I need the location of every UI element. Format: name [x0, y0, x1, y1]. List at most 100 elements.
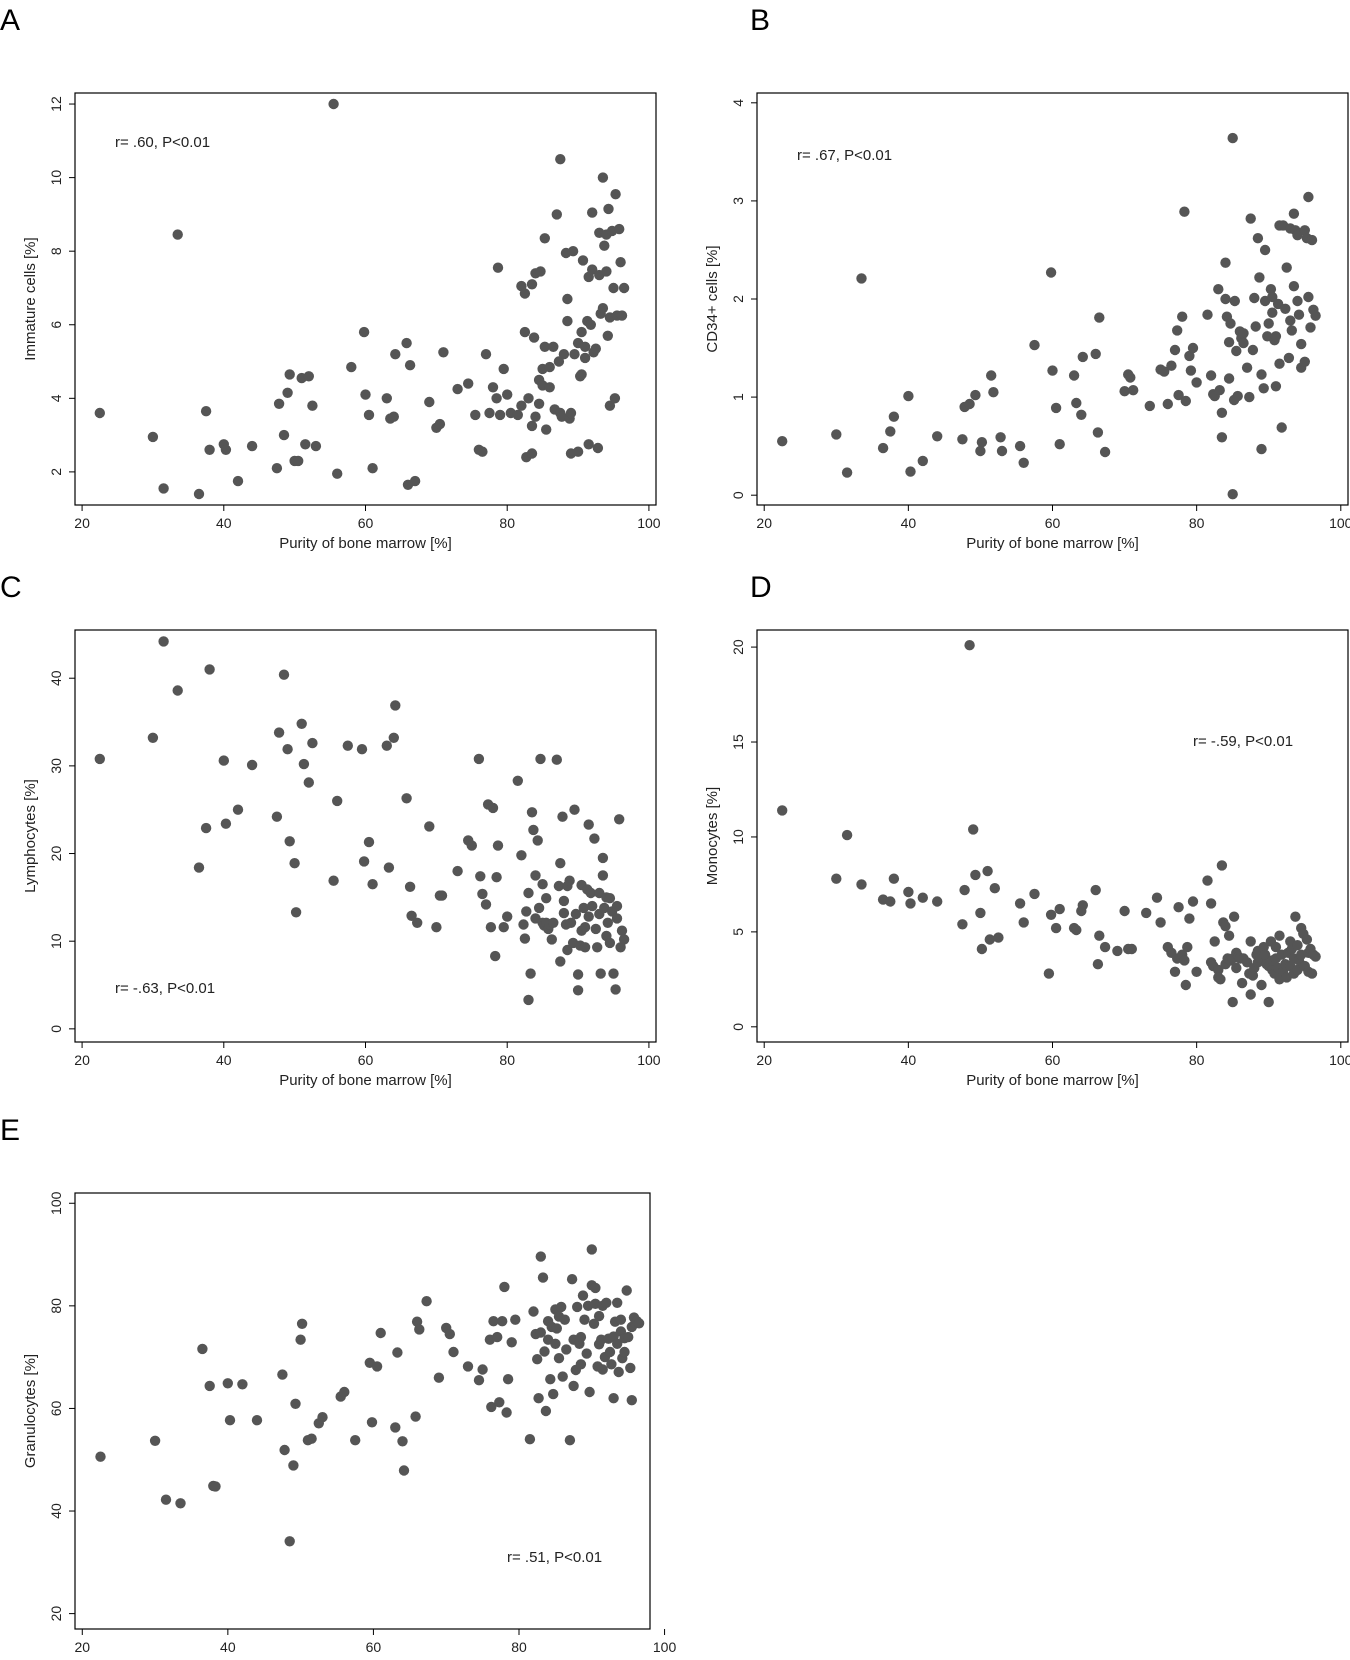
data-point: [523, 994, 534, 1006]
data-point: [577, 255, 589, 266]
data-point: [381, 740, 392, 751]
x-tick-label: 60: [1045, 515, 1061, 531]
data-point: [303, 371, 314, 382]
data-point: [589, 833, 600, 844]
data-point: [614, 223, 625, 235]
data-point: [1125, 372, 1136, 383]
correlation-annotation: r= -.63, P<0.01: [115, 980, 215, 997]
x-tick-label: 40: [901, 515, 917, 531]
data-point: [562, 315, 573, 327]
data-point: [982, 865, 993, 877]
data-point: [1252, 233, 1264, 244]
data-point: [1296, 338, 1307, 350]
data-point: [528, 332, 540, 343]
data-point: [1274, 930, 1285, 941]
data-point: [572, 1301, 583, 1313]
data-point: [1202, 309, 1213, 320]
data-point: [604, 1346, 616, 1358]
data-point: [575, 1331, 587, 1343]
data-point: [1185, 365, 1197, 376]
data-point: [572, 446, 584, 457]
data-point: [1256, 979, 1267, 991]
data-point: [1223, 337, 1235, 348]
data-point: [1299, 225, 1311, 236]
data-point: [1303, 291, 1314, 303]
data-point: [1236, 977, 1248, 989]
data-point: [1223, 373, 1235, 384]
data-point: [1310, 310, 1321, 321]
data-point: [424, 821, 435, 832]
y-tick-label: 10: [48, 170, 64, 186]
data-point: [1050, 402, 1062, 414]
data-point: [1169, 966, 1181, 977]
x-tick-label: 60: [1045, 1052, 1061, 1068]
data-point: [1209, 936, 1220, 947]
data-point: [1126, 943, 1138, 955]
data-point: [526, 279, 538, 290]
data-point: [1144, 400, 1156, 412]
data-point: [210, 1481, 221, 1492]
y-tick-label: 0: [730, 491, 746, 499]
data-point: [506, 1337, 517, 1348]
data-point: [606, 1359, 617, 1370]
data-point: [412, 917, 423, 928]
data-point: [551, 1323, 562, 1334]
y-tick-label: 20: [730, 639, 746, 655]
data-point: [300, 439, 311, 450]
data-point: [1077, 900, 1089, 911]
data-point: [1267, 307, 1278, 318]
data-point: [390, 700, 401, 711]
data-point: [856, 273, 867, 284]
data-point: [1076, 409, 1087, 420]
data-point: [218, 755, 229, 766]
data-point: [487, 802, 499, 814]
data-point: [1292, 940, 1303, 951]
data-point: [905, 466, 916, 477]
y-tick-label: 5: [730, 928, 746, 936]
data-point: [1128, 385, 1139, 396]
data-point: [381, 393, 392, 404]
data-point: [1227, 489, 1238, 500]
data-point: [1213, 284, 1224, 295]
data-point: [608, 282, 619, 294]
data-point: [569, 349, 580, 360]
data-point: [232, 475, 244, 487]
data-point: [588, 1318, 600, 1330]
data-point: [279, 1444, 290, 1456]
data-point: [414, 1324, 425, 1335]
data-point: [525, 968, 536, 979]
data-point: [406, 910, 417, 921]
data-point: [307, 400, 318, 411]
data-point: [1286, 325, 1298, 336]
data-point: [1270, 381, 1282, 392]
correlation-annotation: r= .60, P<0.01: [115, 134, 210, 151]
data-point: [539, 233, 550, 244]
data-point: [590, 343, 601, 354]
data-point: [1223, 930, 1235, 941]
data-point: [282, 744, 293, 755]
panel-b: B 20 40 60 80 100 0 1 2 3 4 Purity of bone marrow […: [704, 4, 1350, 552]
data-point: [986, 370, 997, 381]
data-point: [490, 950, 501, 962]
data-point: [609, 393, 621, 404]
data-point: [1292, 295, 1303, 307]
data-point: [158, 636, 169, 647]
y-tick-label: 6: [48, 321, 64, 329]
data-point: [1191, 377, 1202, 388]
data-point: [295, 1334, 306, 1345]
data-point: [424, 396, 435, 408]
data-point: [251, 1415, 263, 1426]
data-point: [512, 409, 523, 421]
data-point: [175, 1498, 186, 1509]
data-point: [1054, 903, 1065, 915]
y-tick-label: 10: [48, 933, 64, 949]
y-axis-label: Immature cells [%]: [22, 237, 39, 360]
x-tick-label: 40: [901, 1052, 917, 1068]
data-point: [404, 360, 416, 371]
data-point: [550, 1338, 561, 1350]
data-point: [579, 922, 591, 933]
data-point: [619, 1346, 630, 1358]
data-point: [1187, 896, 1199, 907]
data-point: [358, 856, 370, 867]
data-point: [528, 824, 539, 836]
